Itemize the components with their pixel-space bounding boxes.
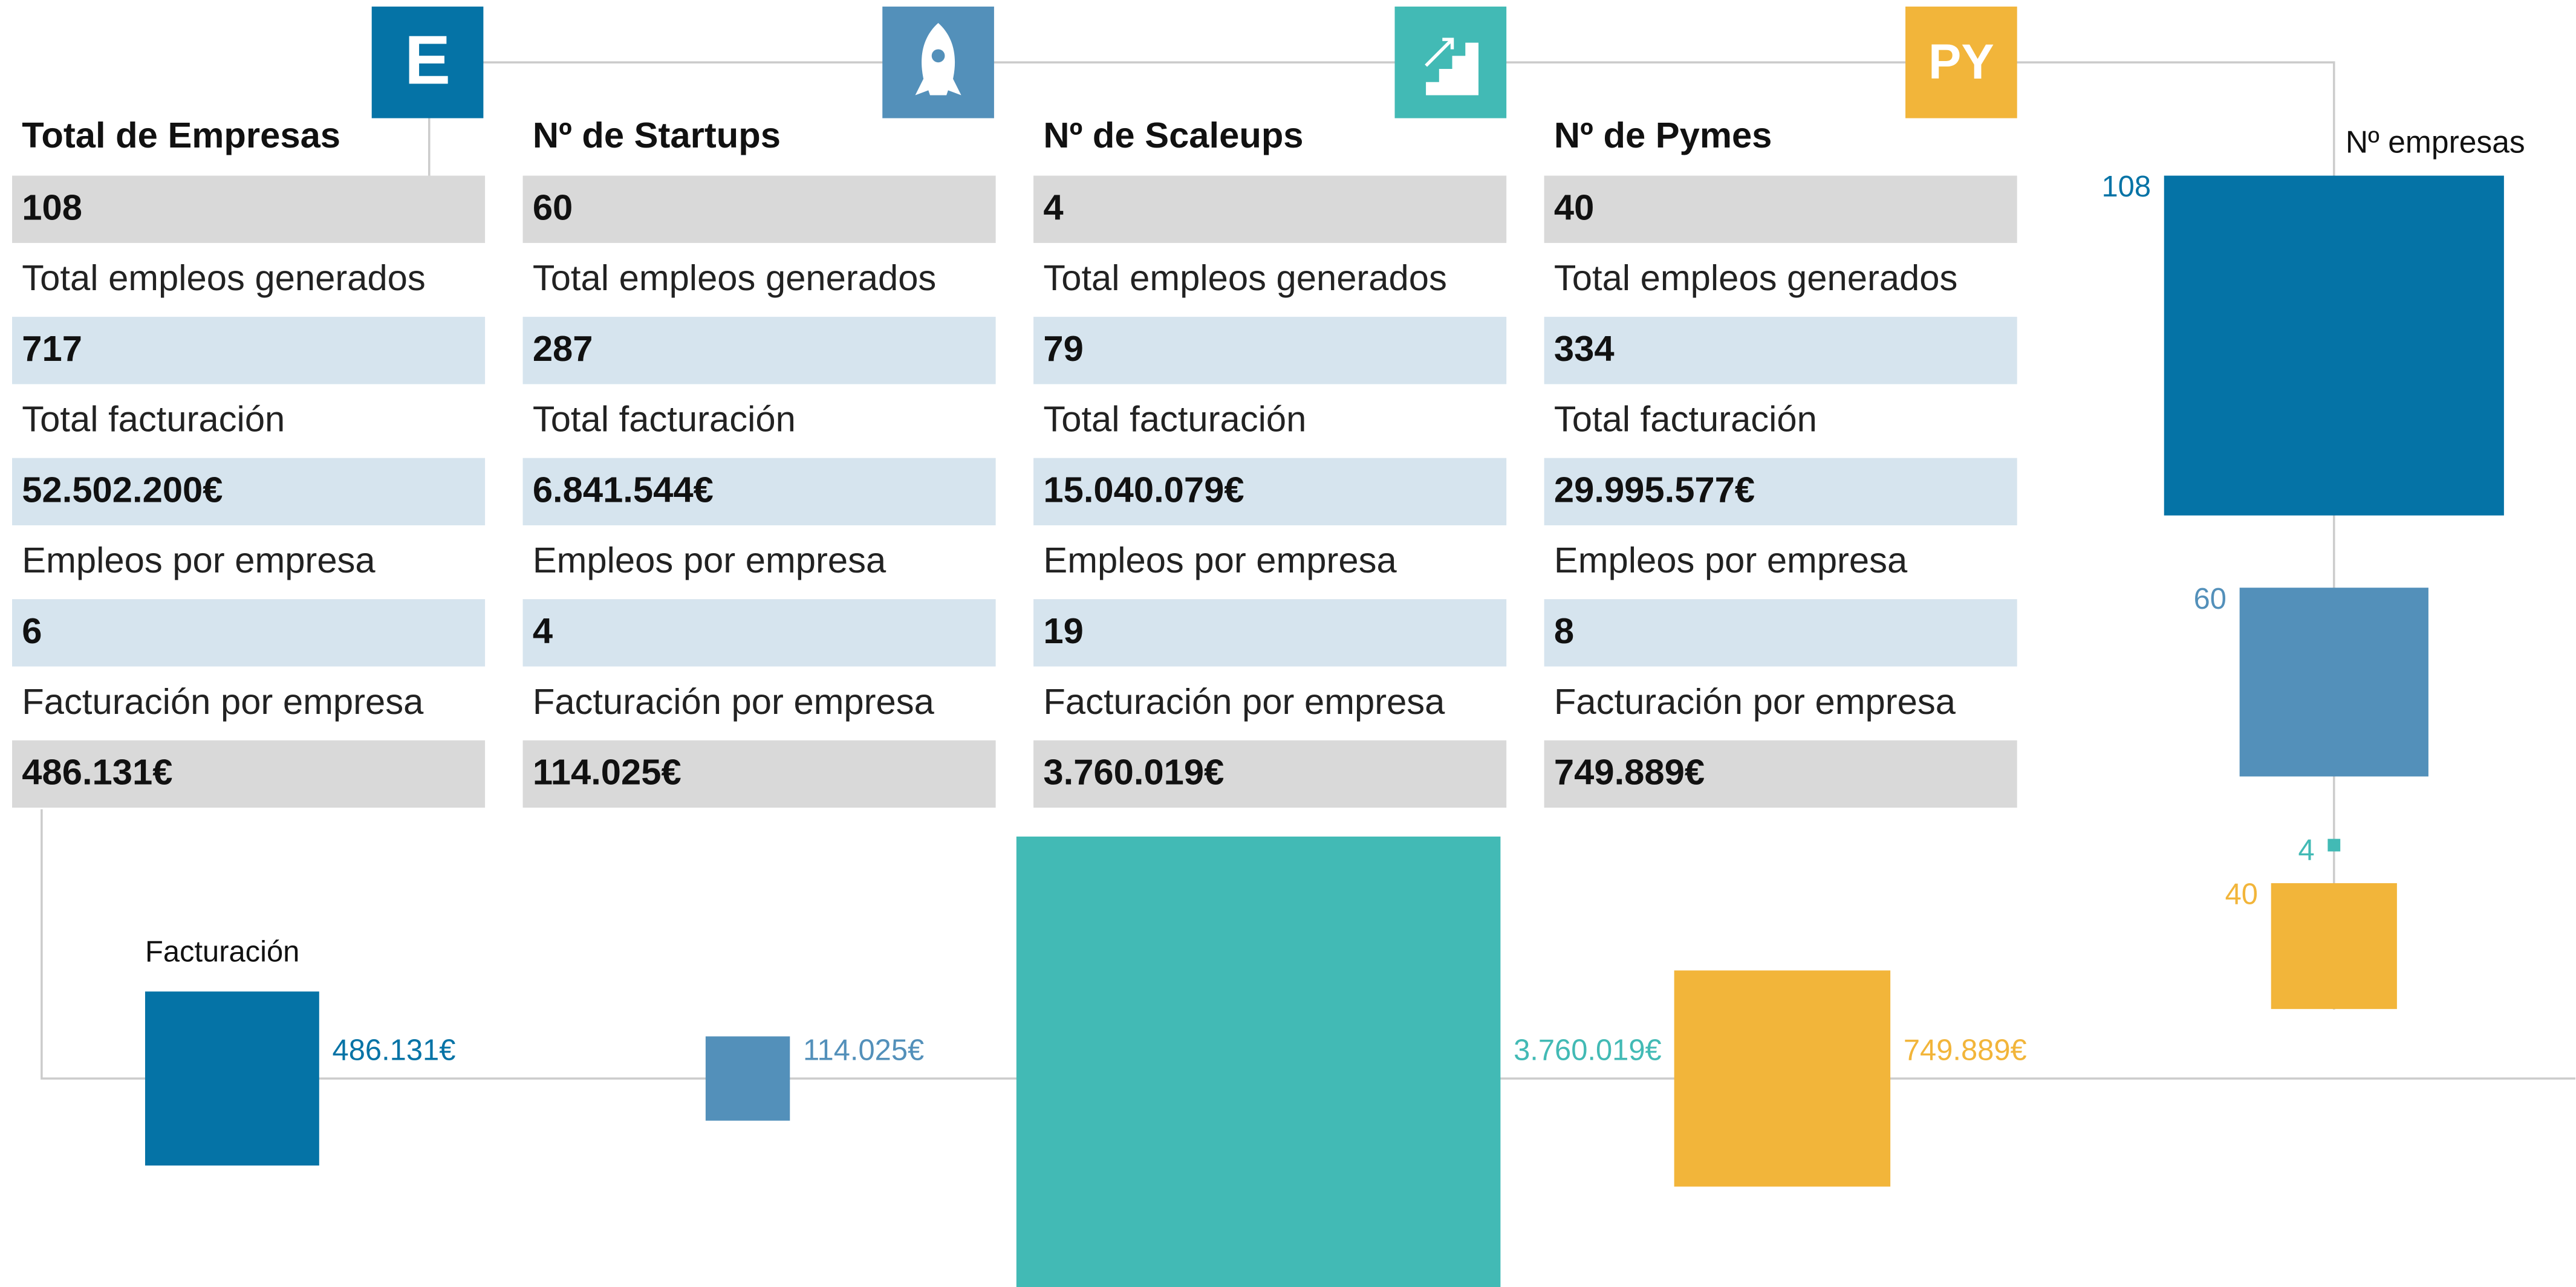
- square: [2271, 883, 2397, 1010]
- square: [1016, 836, 1501, 1287]
- row-label: Facturación por empresa: [22, 681, 424, 722]
- row-label: Total facturación: [1554, 399, 1817, 439]
- square: [1674, 970, 1891, 1187]
- value-label: 486.131€: [333, 1034, 456, 1067]
- icon-box: [1905, 6, 2017, 118]
- value-row-bg: [1033, 740, 1507, 808]
- value-row-bg: [522, 599, 996, 667]
- stairs-icon: [1426, 42, 1479, 96]
- row-value: 29.995.577€: [1554, 469, 1755, 510]
- value-label: 114.025€: [803, 1034, 924, 1067]
- card-title: Nº de Pymes: [1554, 115, 1772, 155]
- value-row-bg: [1544, 175, 2017, 243]
- row-value: 79: [1043, 328, 1083, 369]
- row-label: Facturación por empresa: [1554, 681, 1956, 722]
- value-row-bg: [522, 740, 996, 808]
- value-label: 108: [2101, 170, 2151, 203]
- row-label: Total facturación: [1043, 399, 1306, 439]
- row-value: 749.889€: [1554, 752, 1705, 793]
- row-value: 6: [22, 611, 42, 651]
- row-value: 3.760.019€: [1043, 752, 1224, 793]
- row-label: Facturación por empresa: [1043, 681, 1445, 722]
- value-label: 749.889€: [1904, 1034, 2027, 1067]
- value-row-bg: [1033, 599, 1507, 667]
- value-row-bg: [1544, 458, 2017, 525]
- row-label: Empleos por empresa: [22, 540, 376, 580]
- value-row-bg: [12, 458, 486, 525]
- row-label: Empleos por empresa: [533, 540, 886, 580]
- row-value: 287: [533, 328, 593, 369]
- arrow-icon: [1425, 37, 1454, 67]
- value-row-bg: [522, 175, 996, 243]
- value-row-bg: [1033, 175, 1507, 243]
- row-value: 6.841.544€: [533, 469, 714, 510]
- row-value: 52.502.200€: [22, 469, 223, 510]
- icon-box: [1394, 6, 1507, 118]
- icon-box: [371, 6, 484, 118]
- row-label: Empleos por empresa: [1043, 540, 1397, 580]
- value-label: 4: [2298, 834, 2314, 866]
- value-row-bg: [12, 317, 486, 384]
- count-value: 40: [1554, 187, 1594, 227]
- row-value: 15.040.079€: [1043, 469, 1244, 510]
- square: [2239, 588, 2428, 777]
- row-label: Total facturación: [533, 399, 796, 439]
- value-row-bg: [1544, 740, 2017, 808]
- row-value: 717: [22, 328, 82, 369]
- value-row-bg: [1033, 317, 1507, 384]
- card-title: Nº de Scaleups: [1043, 115, 1303, 155]
- row-value: 334: [1554, 328, 1615, 369]
- icon-text: E: [405, 22, 450, 99]
- count-value: 4: [1043, 187, 1063, 227]
- chart-title: Nº empresas: [2346, 125, 2525, 160]
- square: [705, 1036, 790, 1121]
- card-title: Total de Empresas: [22, 115, 340, 155]
- count-value: 108: [22, 187, 82, 227]
- chart-title: Facturación: [145, 936, 299, 968]
- value-row-bg: [12, 740, 486, 808]
- value-label: 40: [2225, 878, 2258, 911]
- row-value: 114.025€: [533, 752, 681, 793]
- row-value: 8: [1554, 611, 1574, 651]
- value-label: 3.760.019€: [1514, 1034, 1662, 1067]
- card-title: Nº de Startups: [533, 115, 781, 155]
- value-row-bg: [522, 317, 996, 384]
- square: [2327, 838, 2341, 852]
- square: [2164, 175, 2504, 516]
- row-label: Total empleos generados: [1043, 258, 1446, 298]
- row-label: Total empleos generados: [1554, 258, 1957, 298]
- icons: [371, 6, 2017, 118]
- value-row-bg: [1544, 599, 2017, 667]
- row-label: Total facturación: [22, 399, 285, 439]
- row-label: Empleos por empresa: [1554, 540, 1908, 580]
- square: [145, 991, 319, 1166]
- value-label: 60: [2194, 583, 2226, 615]
- row-value: 486.131€: [22, 752, 172, 793]
- value-row-bg: [12, 175, 486, 243]
- row-value: 4: [533, 611, 553, 651]
- rocket-window: [931, 49, 945, 63]
- row-label: Total empleos generados: [533, 258, 936, 298]
- value-row-bg: [12, 599, 486, 667]
- icon-text: PY: [1928, 34, 1994, 89]
- row-label: Facturación por empresa: [533, 681, 935, 722]
- value-row-bg: [1544, 317, 2017, 384]
- count-value: 60: [533, 187, 573, 227]
- row-label: Total empleos generados: [22, 258, 425, 298]
- value-row-bg: [1033, 458, 1507, 525]
- value-row-bg: [522, 458, 996, 525]
- row-value: 19: [1043, 611, 1083, 651]
